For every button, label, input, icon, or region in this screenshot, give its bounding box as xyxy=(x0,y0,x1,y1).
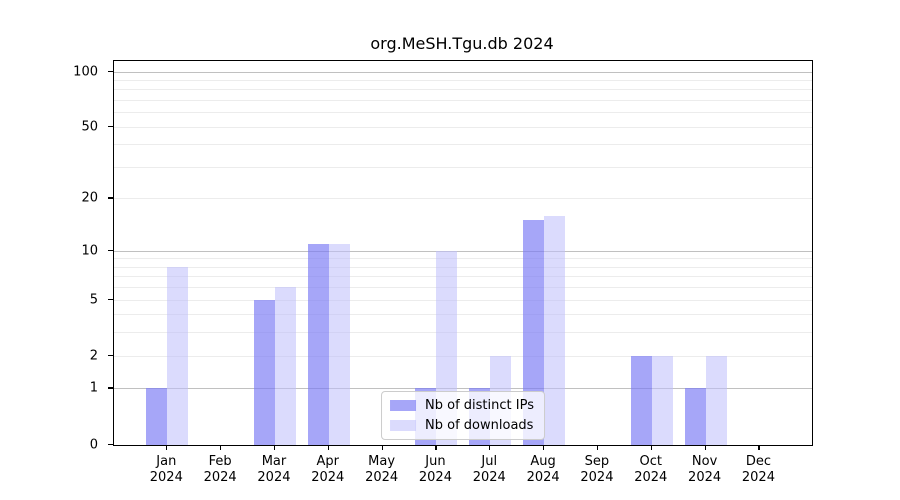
y-axis: 0 1 2 5 10 20 50 100 xyxy=(0,60,113,452)
gridline-minor xyxy=(114,314,812,316)
y-tick-label: 1 xyxy=(89,380,98,396)
gridline-minor xyxy=(114,266,812,268)
bar-apr-distinct-ips xyxy=(307,243,329,445)
x-tick-label-feb: Feb 2024 xyxy=(203,454,237,485)
y-tick-mark xyxy=(108,443,113,445)
bars-layer xyxy=(114,61,812,445)
gridline-major xyxy=(114,388,812,390)
y-tick-mark xyxy=(108,197,113,199)
bar-mar-downloads xyxy=(274,287,296,445)
x-tick-mark xyxy=(489,445,491,450)
legend: Nb of distinct IPs Nb of downloads xyxy=(381,391,545,440)
y-tick-label: 20 xyxy=(81,190,98,206)
x-tick-label-jan: Jan 2024 xyxy=(149,454,183,485)
gridline-minor xyxy=(114,332,812,334)
bar-oct-distinct-ips xyxy=(630,355,652,445)
y-tick-mark xyxy=(108,249,113,251)
gridline-minor xyxy=(114,166,812,168)
legend-label-downloads: Nb of downloads xyxy=(425,418,534,433)
bar-jan-distinct-ips xyxy=(146,388,168,445)
x-tick-mark xyxy=(543,445,545,450)
x-tick-mark xyxy=(381,445,383,450)
y-tick-label: 2 xyxy=(89,348,98,364)
gridline-minor xyxy=(114,355,812,357)
legend-swatch-downloads xyxy=(390,420,417,431)
x-tick-label-may: May 2024 xyxy=(365,454,399,485)
bar-jan-downloads xyxy=(167,266,189,445)
gridline-major xyxy=(114,250,812,252)
bar-oct-downloads xyxy=(651,355,673,445)
x-tick-mark xyxy=(596,445,599,450)
y-tick-mark xyxy=(108,125,113,127)
legend-item-downloads: Nb of downloads xyxy=(390,418,534,433)
x-tick-label-nov: Nov 2024 xyxy=(688,454,722,485)
x-tick-label-mar: Mar 2024 xyxy=(257,454,291,485)
y-tick-label: 10 xyxy=(81,243,98,259)
x-tick-label-jul: Jul 2024 xyxy=(472,454,506,485)
x-tick-mark xyxy=(273,445,276,450)
bar-aug-distinct-ips xyxy=(523,220,545,445)
y-tick-mark xyxy=(108,354,113,356)
x-tick-mark xyxy=(704,445,706,450)
y-tick-label: 100 xyxy=(73,64,98,79)
x-axis: Jan 2024 Feb 2024 Mar 2024 Apr 2024 May 2024 Jun 20… xyxy=(113,445,811,495)
gridline-minor xyxy=(114,299,812,301)
gridline-minor xyxy=(114,258,812,260)
bar-nov-distinct-ips xyxy=(684,388,706,445)
x-tick-label-apr: Apr 2024 xyxy=(311,454,345,485)
y-tick-mark xyxy=(108,70,113,72)
y-tick-label: 5 xyxy=(89,292,98,308)
gridline-minor xyxy=(114,198,812,200)
x-tick-mark xyxy=(758,445,760,450)
y-tick-label: 0 xyxy=(89,437,98,452)
gridline-minor xyxy=(114,79,812,81)
bar-mar-distinct-ips xyxy=(253,299,275,445)
x-tick-label-dec: Dec 2024 xyxy=(741,454,775,485)
x-tick-label-oct: Oct 2024 xyxy=(634,454,668,485)
gridline-minor xyxy=(114,287,812,289)
y-tick-label: 50 xyxy=(81,119,98,135)
bar-apr-downloads xyxy=(328,243,350,445)
legend-label-distinct-ips: Nb of distinct IPs xyxy=(425,398,534,413)
x-tick-mark xyxy=(220,445,222,450)
legend-swatch-distinct-ips xyxy=(390,400,417,411)
chart-title: org.MeSH.Tgu.db 2024 xyxy=(370,34,554,53)
y-tick-mark xyxy=(108,387,113,389)
x-tick-mark xyxy=(327,445,329,450)
bar-nov-downloads xyxy=(705,355,727,445)
plot-area: Nb of distinct IPs Nb of downloads xyxy=(113,60,813,446)
x-tick-label-aug: Aug 2024 xyxy=(526,454,560,485)
y-tick-mark xyxy=(108,298,113,300)
x-tick-mark xyxy=(435,445,437,450)
gridline-minor xyxy=(114,144,812,146)
gridline-minor xyxy=(114,126,812,128)
x-tick-label-jun: Jun 2024 xyxy=(418,454,452,485)
x-tick-mark xyxy=(166,445,168,450)
gridline-minor xyxy=(114,99,812,101)
gridline-minor xyxy=(114,89,812,91)
x-tick-mark xyxy=(650,445,652,450)
gridline-minor xyxy=(114,276,812,278)
bar-aug-downloads xyxy=(544,215,566,445)
x-tick-label-sep: Sep 2024 xyxy=(580,454,614,485)
legend-item-distinct-ips: Nb of distinct IPs xyxy=(390,398,534,413)
gridline-minor xyxy=(114,112,812,114)
gridlines xyxy=(114,61,812,445)
gridline-major xyxy=(114,71,812,73)
